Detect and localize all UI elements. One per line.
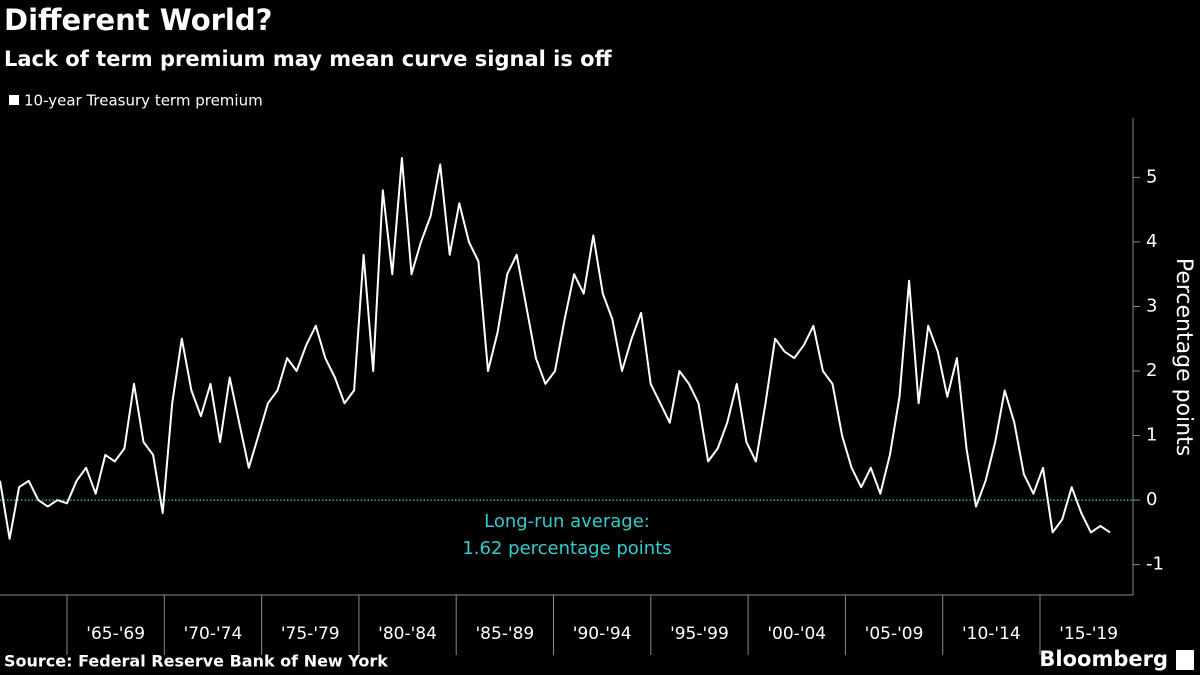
y-tick-label: 0 (1146, 489, 1157, 510)
chart-title: Different World? (4, 3, 272, 37)
x-tick-label: '70-'74 (184, 624, 243, 644)
legend-label: 10-year Treasury term premium (24, 92, 263, 110)
legend-swatch (9, 95, 19, 105)
brand: Bloomberg (1039, 647, 1168, 671)
y-tick-label: 5 (1146, 166, 1157, 187)
y-axis-label: Percentage points (1171, 258, 1196, 456)
brand-icon (1176, 650, 1194, 670)
source: Source: Federal Reserve Bank of New York (4, 652, 388, 671)
data-line (0, 157, 1111, 540)
y-tick-label: 2 (1146, 360, 1157, 381)
chart-subtitle: Lack of term premium may mean curve sign… (4, 47, 613, 71)
x-tick-label: '10-'14 (962, 624, 1021, 644)
x-tick-label: '75-'79 (281, 624, 340, 644)
x-tick-label: '95-'99 (670, 624, 729, 644)
x-tick-label: '90-'94 (573, 624, 632, 644)
x-tick-label: '05-'09 (865, 624, 924, 644)
annotation: Long-run average: (484, 511, 650, 532)
y-tick-label: -1 (1146, 554, 1164, 575)
y-tick-label: 4 (1146, 231, 1157, 252)
x-tick-label: '80-'84 (378, 624, 437, 644)
y-tick-label: 1 (1146, 425, 1157, 446)
annotation: 1.62 percentage points (462, 538, 671, 559)
x-tick-label: '15-'19 (1059, 624, 1118, 644)
x-tick-label: '00-'04 (767, 624, 826, 644)
x-tick-label: '65-'69 (86, 624, 145, 644)
y-tick-label: 3 (1146, 295, 1157, 316)
x-tick-label: '85-'89 (475, 624, 534, 644)
